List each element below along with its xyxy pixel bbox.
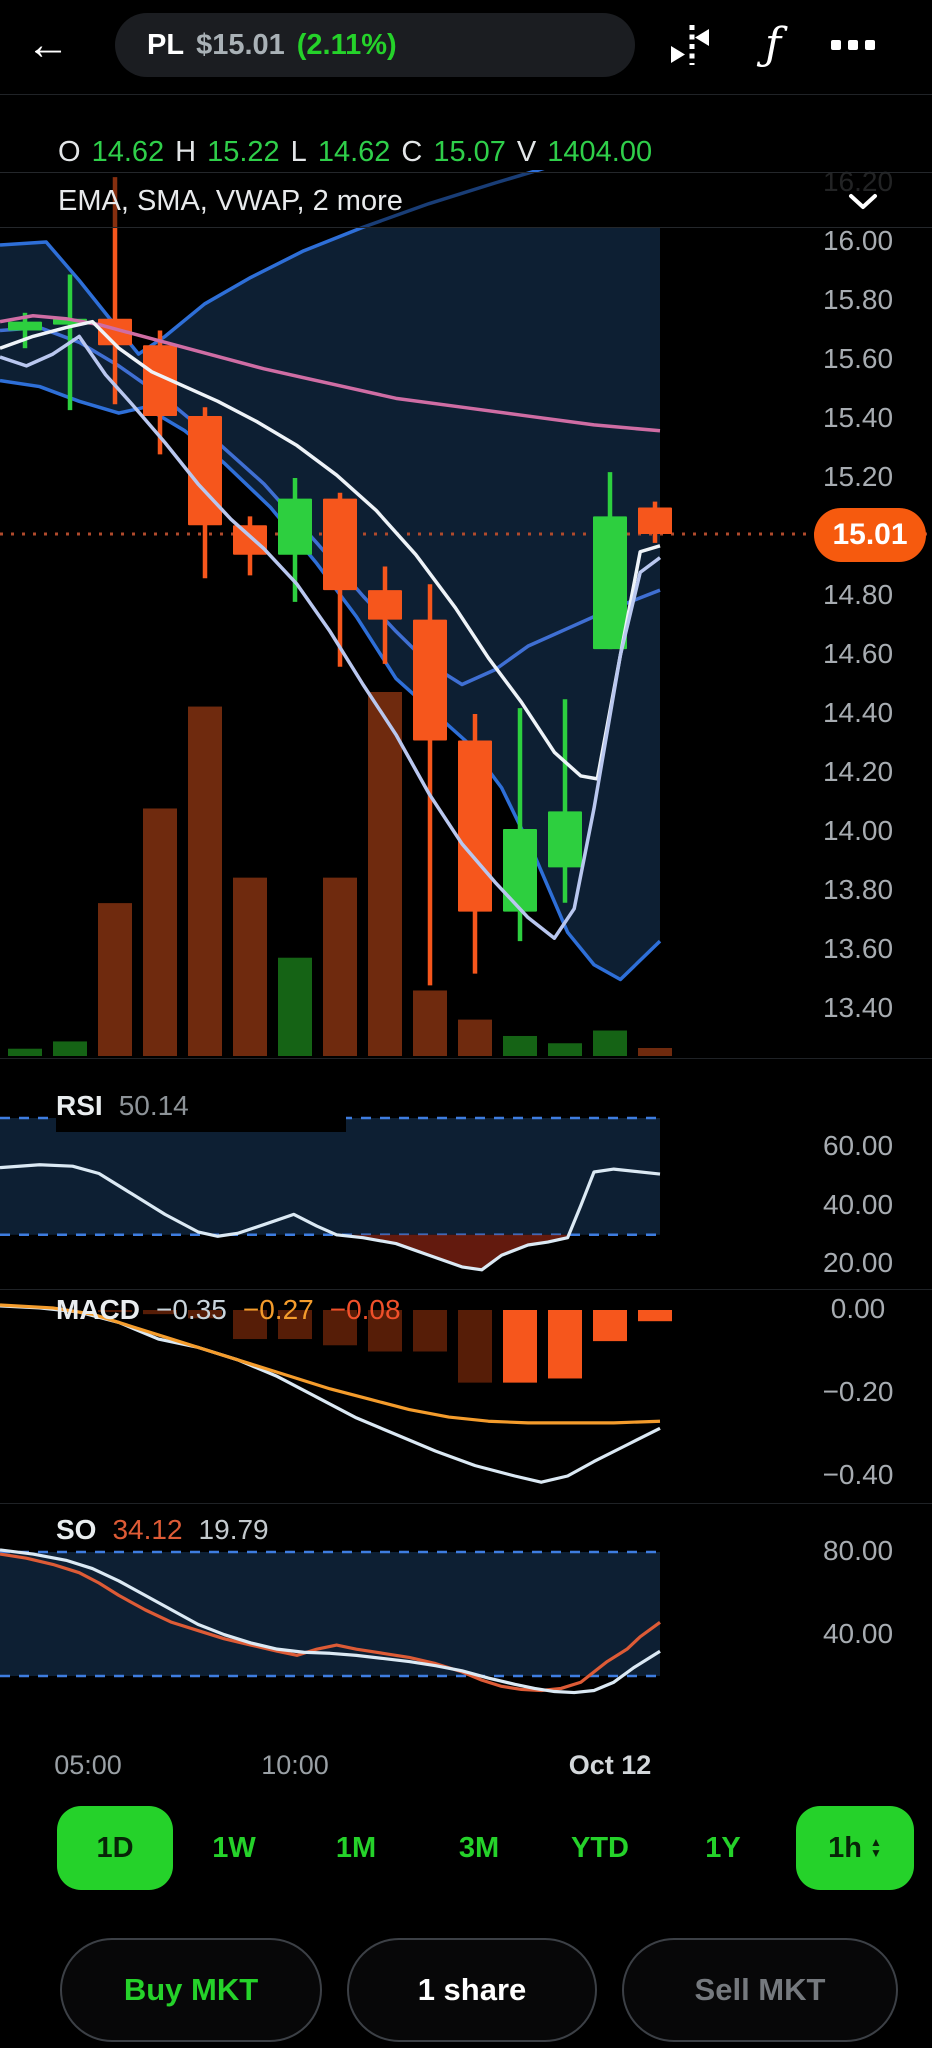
rsi-axis-label: 20.00 — [822, 1247, 894, 1278]
sell-button-label: Sell MKT — [694, 1972, 826, 2007]
price-axis-label: 13.80 — [822, 874, 894, 905]
ohlcv-readout: O 14.62 H 15.22 L 14.62 C 15.07 V 1404.0… — [58, 132, 928, 172]
interval-button[interactable]: 1h ▲ ▼ — [796, 1806, 914, 1890]
stochastic-panel-chart[interactable] — [0, 1505, 932, 1745]
rsi-label: RSI — [56, 1090, 103, 1121]
ellipsis-icon — [831, 40, 875, 50]
range-button-1m[interactable]: 1M — [335, 1831, 377, 1864]
range-button-3m[interactable]: 3M — [458, 1831, 500, 1864]
more-options-button[interactable] — [830, 26, 876, 72]
macd-axis-label: −0.20 — [822, 1376, 894, 1407]
range-button-ytd[interactable]: YTD — [571, 1831, 629, 1864]
close-label: C — [401, 135, 423, 168]
macd-value-2: −0.27 — [242, 1294, 314, 1325]
indicator-summary-bar[interactable]: EMA, SMA, VWAP, 2 more — [0, 172, 932, 228]
buy-button[interactable]: Buy MKT — [60, 1938, 322, 2042]
panel-separator — [0, 1503, 932, 1504]
indicator-summary-label: EMA, SMA, VWAP, 2 more — [58, 185, 403, 217]
range-button-1w[interactable]: 1W — [212, 1831, 256, 1864]
price-axis-label: 14.00 — [822, 815, 894, 846]
macd-panel-chart[interactable] — [0, 1290, 932, 1502]
price-axis-label: 14.20 — [822, 756, 894, 787]
chart-compare-button[interactable] — [666, 22, 712, 68]
ticker-symbol: PL — [147, 28, 185, 61]
close-value: 15.07 — [433, 135, 506, 168]
buy-button-label: Buy MKT — [123, 1972, 259, 2007]
price-axis-label: 13.40 — [822, 992, 894, 1023]
interval-label: 1h — [828, 1831, 862, 1864]
macd-header: MACD −0.35 −0.27 −0.08 — [56, 1294, 401, 1326]
price-axis-label: 14.40 — [822, 697, 894, 728]
back-button[interactable]: ← — [22, 20, 74, 72]
so-k-value: 34.12 — [112, 1514, 183, 1545]
high-value: 15.22 — [207, 135, 280, 168]
time-axis-label: 05:00 — [54, 1750, 122, 1780]
macd-value-1: −0.35 — [156, 1294, 227, 1325]
volume-label: V — [516, 135, 537, 168]
rsi-header: RSI 50.14 — [56, 1080, 346, 1132]
high-label: H — [175, 135, 197, 168]
main-price-chart[interactable] — [0, 170, 932, 1060]
current-price-badge: 15.01 — [814, 508, 926, 562]
back-arrow-icon: ← — [26, 20, 70, 69]
sell-button[interactable]: Sell MKT — [622, 1938, 898, 2042]
topbar-divider — [0, 94, 932, 95]
time-axis-label: Oct 12 — [568, 1750, 652, 1780]
rsi-axis-label: 60.00 — [822, 1130, 894, 1162]
ticker-pill[interactable]: PL $15.01 (2.11%) — [115, 13, 635, 77]
open-value: 14.62 — [91, 135, 165, 168]
ticker-change: (2.11%) — [296, 28, 397, 61]
price-axis-label: 16.00 — [822, 225, 894, 256]
price-axis-label: 16.20 — [822, 166, 894, 197]
compare-candles-icon — [671, 25, 709, 65]
panel-separator — [0, 1058, 932, 1059]
macd-label: MACD — [56, 1294, 140, 1325]
price-axis-label: 15.60 — [822, 343, 894, 374]
rsi-axis-label: 40.00 — [822, 1188, 894, 1220]
fx-icon: ƒ — [764, 19, 782, 70]
panel-separator — [0, 1289, 932, 1290]
top-bar: ← PL $15.01 (2.11%) ƒ — [0, 0, 932, 95]
interval-stepper-icon: ▲ ▼ — [869, 1835, 882, 1860]
price-axis-label: 15.20 — [822, 461, 894, 492]
so-axis-label: 40.00 — [822, 1617, 894, 1649]
low-label: L — [290, 135, 307, 168]
range-button-1d[interactable]: 1D — [57, 1806, 173, 1890]
price-axis-label: 13.60 — [822, 933, 894, 964]
volume-value: 1404.00 — [547, 135, 653, 168]
macd-axis-label: −0.40 — [822, 1459, 894, 1490]
low-value: 14.62 — [317, 135, 391, 168]
so-axis-label: 80.00 — [822, 1535, 894, 1566]
rsi-panel-chart[interactable] — [0, 1060, 932, 1290]
quantity-label: 1 share — [417, 1972, 527, 2007]
time-axis-label: 10:00 — [261, 1750, 329, 1780]
macd-value-3: −0.08 — [329, 1294, 401, 1325]
range-button-1y[interactable]: 1Y — [705, 1831, 741, 1864]
chevron-down-icon — [849, 194, 877, 209]
open-label: O — [58, 135, 81, 168]
stochastic-header: SO 34.12 19.79 — [56, 1514, 269, 1546]
price-axis-label: 15.40 — [822, 402, 894, 433]
quantity-button[interactable]: 1 share — [347, 1938, 597, 2042]
so-d-value: 19.79 — [198, 1514, 269, 1545]
so-label: SO — [56, 1514, 97, 1545]
macd-axis-label: 0.00 — [830, 1293, 886, 1324]
price-axis-label: 14.60 — [822, 638, 894, 669]
price-axis-label: 15.80 — [822, 284, 894, 315]
indicators-button[interactable]: ƒ — [750, 22, 796, 68]
ticker-price: $15.01 — [196, 28, 285, 61]
rsi-value: 50.14 — [118, 1090, 189, 1121]
price-axis-label: 14.80 — [822, 579, 894, 610]
